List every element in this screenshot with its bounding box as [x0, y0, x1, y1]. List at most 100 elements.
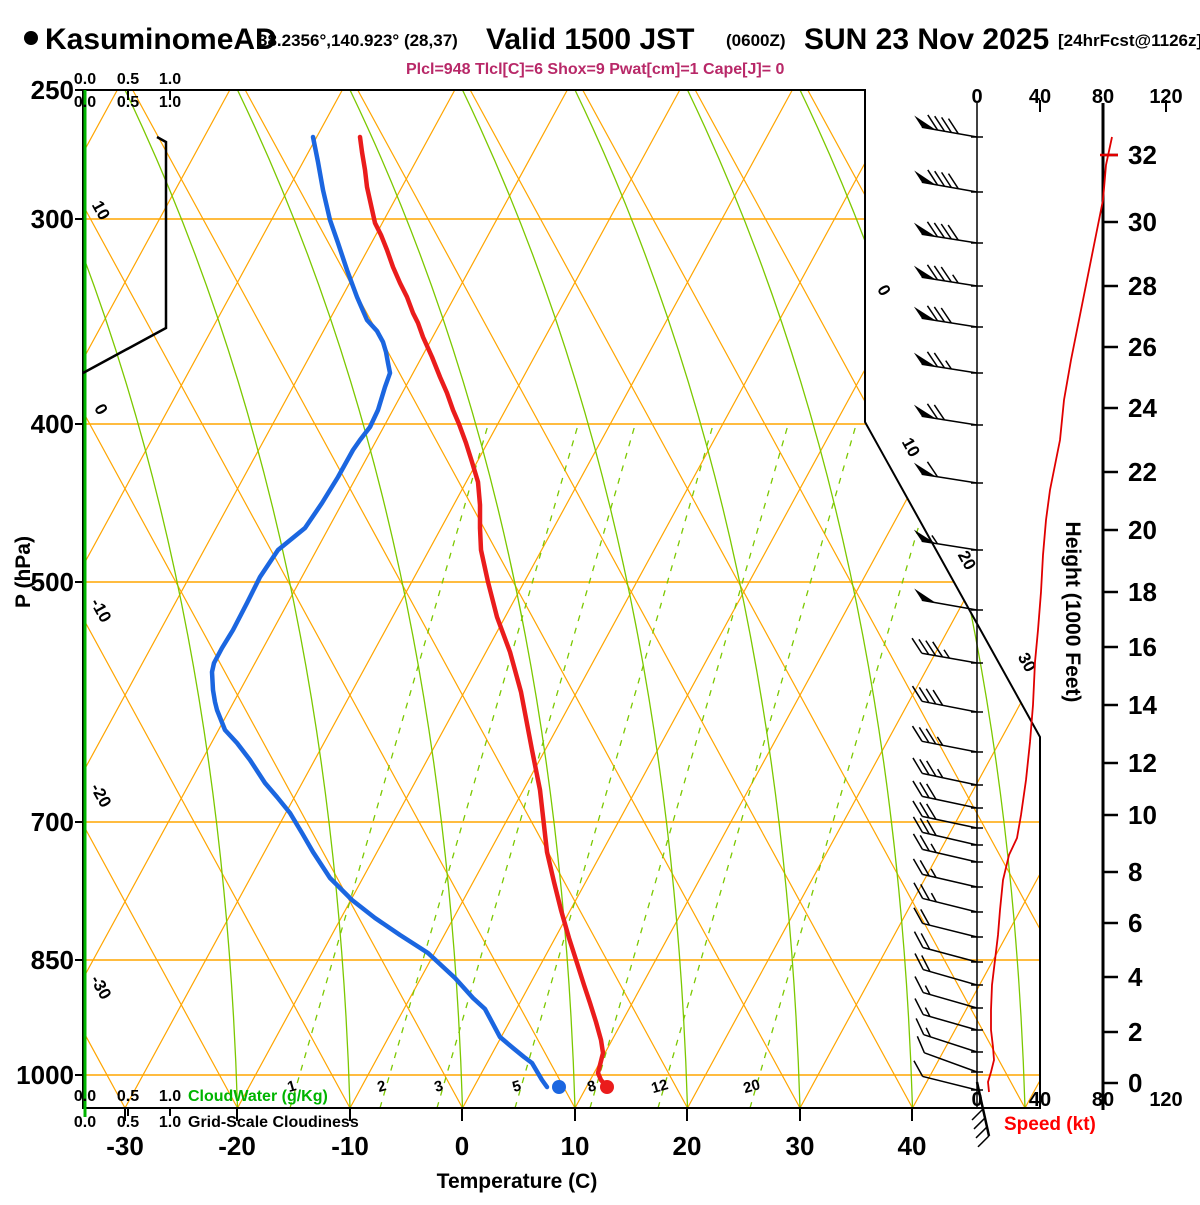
height-tick-label: 20: [1128, 515, 1157, 545]
cloud-scale-bottom-green: 0.0: [74, 1088, 96, 1105]
barb-shaft: [923, 898, 977, 912]
isotherm-line: [1025, 90, 1200, 1108]
barb-shaft: [922, 416, 977, 425]
speed-tick-label-top: 80: [1092, 86, 1114, 108]
surface-temperature-dot: [600, 1080, 614, 1094]
surface-barb-feather: [974, 1118, 985, 1129]
valid-time: Valid 1500 JST: [486, 23, 694, 56]
surface-barb-feather: [976, 1127, 987, 1138]
barb-full: [916, 1018, 924, 1034]
height-tick-label: 4: [1128, 962, 1143, 992]
isotherm-line: [125, 90, 680, 1108]
height-tick-label: 12: [1128, 748, 1157, 778]
cloud-scale-top-green: 1.0: [159, 71, 181, 88]
cloud-scale-top-green: 0.5: [117, 71, 139, 88]
mixing-ratio-line: [658, 425, 856, 1108]
pressure-tick-label: 400: [31, 409, 74, 439]
pressure-axis-title: P (hPa): [12, 536, 35, 608]
height-tick-label: 26: [1128, 332, 1157, 362]
surface-barb-feather: [978, 1136, 989, 1147]
height-tick-label: 10: [1128, 800, 1157, 830]
cloud-scale-top-green: 0.0: [74, 71, 96, 88]
pressure-tick-label: 700: [31, 807, 74, 837]
height-tick-label: 22: [1128, 457, 1157, 487]
mixing-ratio-label: 2: [375, 1077, 388, 1096]
barb-shaft: [923, 1076, 977, 1090]
isotherm-edge-label: 10: [898, 434, 924, 460]
pressure-tick-label: 300: [31, 204, 74, 234]
wind-speed-profile: [988, 137, 1112, 1092]
station-coords: 38.2356°,140.923° (28,37): [258, 31, 458, 50]
moist-adiabat-line: [688, 90, 913, 1108]
speed-tick-label-bottom: 40: [1029, 1089, 1051, 1111]
dry-adiabat-line: [583, 90, 1138, 1108]
isotherm-edge-label: 0: [873, 282, 894, 299]
cloud-scale-bottom-black: 1.0: [159, 1114, 181, 1131]
isotherm-edge-label: 0: [90, 401, 111, 418]
cloud-scale-bottom-black: 0.5: [117, 1114, 139, 1131]
temperature-tick-label: 40: [898, 1131, 927, 1161]
mixing-ratio-line: [590, 425, 788, 1108]
pressure-tick-label: 500: [31, 567, 74, 597]
cloudiness-scale-label: Grid-Scale Cloudiness: [188, 1114, 359, 1131]
moist-adiabat-line: [575, 90, 800, 1108]
isotherm-line: [463, 90, 1018, 1108]
height-tick-label: 32: [1128, 140, 1157, 170]
station-name: KasuminomeAD: [45, 23, 277, 56]
barb-shaft: [922, 741, 977, 752]
barb-shaft: [923, 993, 977, 1008]
height-tick-label: 0: [1128, 1068, 1142, 1098]
forecast-tag: [24hrFcst@1126z]: [1058, 31, 1200, 50]
height-tick-label: 18: [1128, 577, 1157, 607]
temperature-tick-label: -30: [106, 1131, 144, 1161]
mixing-ratio-label: 3: [432, 1077, 445, 1096]
mixing-ratio-label: 12: [649, 1076, 670, 1097]
height-tick-label: 24: [1128, 393, 1157, 423]
height-tick-label: 28: [1128, 271, 1157, 301]
dry-adiabat-line: [358, 90, 913, 1108]
cloudwater-scale-label: CloudWater (g/Kg): [188, 1088, 328, 1105]
height-axis-title: Height (1000 Feet): [1061, 522, 1084, 703]
sounding-parameters: Plcl=948 Tlcl[C]=6 Shox=9 Pwat[cm]=1 Cap…: [406, 61, 784, 78]
pressure-tick-label: 850: [31, 945, 74, 975]
valid-date: SUN 23 Nov 2025: [804, 23, 1049, 56]
barb-full: [914, 1061, 923, 1077]
mixing-ratio-label: 5: [510, 1077, 523, 1096]
plot-border: [83, 90, 1040, 1108]
barb-pennant: [914, 589, 935, 603]
height-tick-label: 14: [1128, 690, 1157, 720]
barb-full: [915, 977, 923, 993]
pressure-tick-label: 250: [31, 75, 74, 105]
temperature-tick-label: -20: [218, 1131, 256, 1161]
surface-dewpoint-dot: [552, 1080, 566, 1094]
isotherm-edge-label: -30: [87, 972, 116, 1003]
temperature-tick-label: -10: [331, 1131, 369, 1161]
isotherm-line: [238, 90, 793, 1108]
barb-shaft: [923, 1015, 977, 1030]
moist-adiabat-line: [800, 90, 1025, 1108]
barb-shaft: [922, 701, 977, 712]
isotherm-edge-label: -10: [87, 595, 116, 626]
height-tick-label: 30: [1128, 207, 1157, 237]
dry-adiabat-line: [133, 90, 688, 1108]
height-tick-label: 2: [1128, 1017, 1142, 1047]
isotherm-line: [575, 90, 1130, 1108]
temperature-curve: [360, 137, 607, 1087]
speed-tick-label-bottom: 80: [1092, 1089, 1114, 1111]
barb-full: [917, 1036, 924, 1053]
isotherm-line: [688, 90, 1200, 1108]
isotherm-edge-label: 20: [954, 547, 980, 573]
temperature-tick-label: 30: [786, 1131, 815, 1161]
dry-adiabat-line: [245, 90, 800, 1108]
mixing-ratio-label: 8: [585, 1077, 598, 1096]
barb-shaft: [922, 773, 977, 785]
height-tick-label: 8: [1128, 857, 1142, 887]
cloud-scale-bottom-green: 1.0: [159, 1088, 181, 1105]
station-bullet-icon: [24, 31, 38, 45]
grid-lines: [0, 90, 1200, 1108]
temperature-tick-label: 0: [455, 1131, 469, 1161]
dry-adiabat-line: [470, 90, 1025, 1108]
cloud-scale-bottom-green: 0.5: [117, 1088, 139, 1105]
barb-shaft: [922, 474, 977, 483]
